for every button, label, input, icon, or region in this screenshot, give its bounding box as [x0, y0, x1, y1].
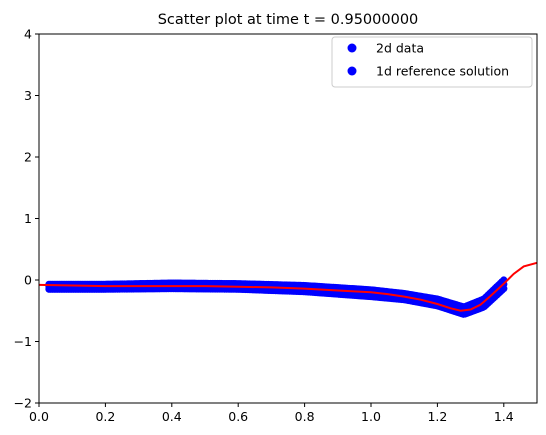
series-2d-data [45, 276, 508, 318]
legend-box [331, 36, 533, 88]
plot-data-layer [38, 261, 538, 318]
x-tick-label: 0.4 [162, 409, 182, 424]
x-tick-label: 0.6 [228, 409, 248, 424]
series-1d-reference-line [38, 261, 538, 312]
y-tick-label: −2 [14, 396, 32, 411]
legend-label-2d-data: 2d data [376, 41, 424, 56]
legend-marker-1d-reference [347, 66, 357, 76]
y-tick-label: 2 [24, 150, 32, 165]
x-tick-label: 1.4 [494, 409, 514, 424]
legend-marker-2d-data [347, 43, 357, 53]
x-tick-label: 0.2 [95, 409, 115, 424]
legend: 2d data 1d reference solution [331, 36, 533, 88]
x-axis: 0.0 0.2 0.4 0.6 0.8 1.0 1.2 1.4 [29, 403, 514, 424]
y-axis: −2 −1 0 1 2 3 4 [14, 27, 39, 411]
plot-frame [38, 33, 538, 404]
y-tick-label: −1 [14, 334, 32, 349]
x-tick-label: 1.2 [427, 409, 447, 424]
y-tick-label: 0 [24, 273, 32, 288]
chart-title: Scatter plot at time t = 0.95000000 [158, 12, 419, 28]
x-tick-label: 0.0 [29, 409, 49, 424]
x-tick-label: 1.0 [361, 409, 381, 424]
y-tick-label: 4 [24, 27, 32, 42]
y-tick-label: 3 [24, 88, 32, 103]
legend-label-1d-reference: 1d reference solution [376, 64, 509, 79]
y-tick-label: 1 [24, 211, 32, 226]
x-tick-label: 0.8 [295, 409, 315, 424]
